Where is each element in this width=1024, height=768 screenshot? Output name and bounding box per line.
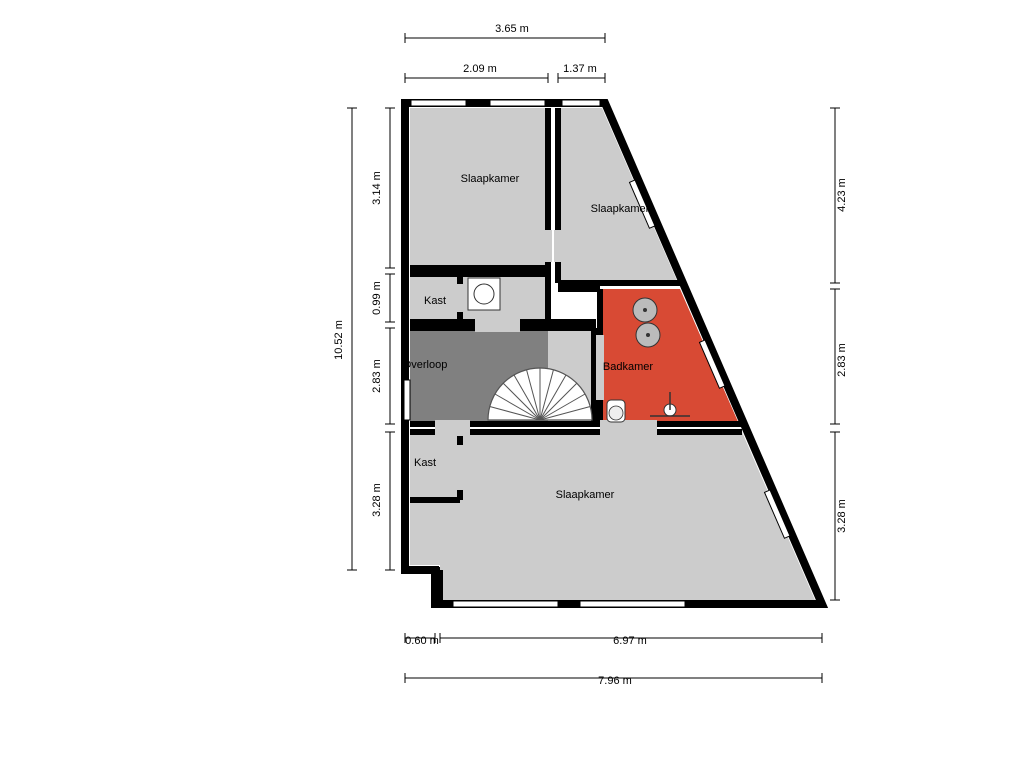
room-label: Badkamer — [603, 361, 653, 373]
washer-icon — [468, 278, 500, 310]
room-slaapkamer-tl — [410, 108, 548, 268]
dimension-label: 2.09 m — [463, 63, 497, 75]
window — [562, 100, 600, 106]
window — [490, 100, 545, 106]
room-label: Overloop — [403, 359, 448, 371]
dimension-label: 4.23 m — [836, 178, 848, 212]
room-label: Slaapkamer — [591, 203, 650, 215]
window — [411, 100, 466, 106]
window — [580, 601, 685, 607]
dimension-label: 6.97 m — [613, 635, 647, 647]
room-label: Kast — [424, 295, 446, 307]
dimension-label: 3.65 m — [495, 23, 529, 35]
dimension-label: 0.99 m — [371, 281, 383, 315]
dimension-label: 2.83 m — [371, 359, 383, 393]
room-label: Kast — [414, 457, 436, 469]
dimension-label: 2.83 m — [836, 343, 848, 377]
dimension-label: 1.37 m — [563, 63, 597, 75]
dimension-label: 3.14 m — [371, 171, 383, 205]
dimension-label: 0.60 m — [405, 635, 439, 647]
floor-plan: Slaapkamer Slaapkamer Kast Overloop Badkamer… — [0, 0, 1024, 768]
room-label: Slaapkamer — [556, 489, 615, 501]
dimension-label: 7.96 m — [598, 675, 632, 687]
dimension-label: 10.52 m — [333, 320, 345, 360]
room-label: Slaapkamer — [461, 173, 520, 185]
window — [453, 601, 558, 607]
dimension-label: 3.28 m — [371, 483, 383, 517]
window — [404, 380, 410, 420]
dimension-label: 3.28 m — [836, 499, 848, 533]
